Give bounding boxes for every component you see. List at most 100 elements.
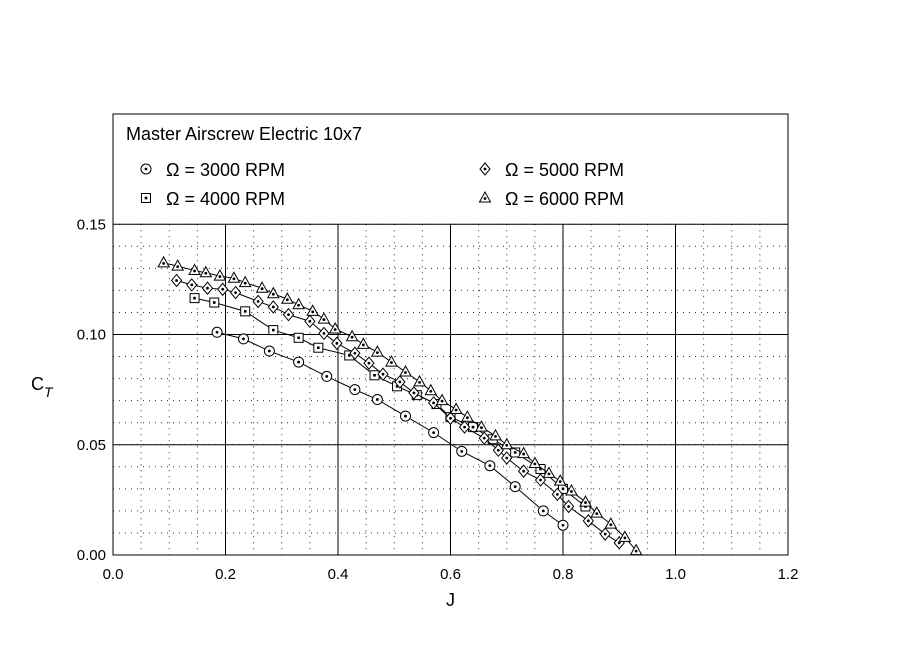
marker-dot	[595, 512, 599, 516]
y-tick-label: 0.00	[77, 547, 106, 564]
data-point	[229, 285, 242, 300]
series-layer	[157, 255, 643, 556]
y-tick-label: 0.15	[77, 216, 106, 233]
data-point	[188, 263, 201, 276]
data-point	[171, 259, 185, 271]
data-point	[267, 300, 279, 314]
data-point	[435, 393, 449, 406]
triangle-marker	[292, 297, 305, 310]
data-point	[328, 321, 342, 334]
x-tick-label: 0.8	[553, 566, 574, 583]
marker-dot	[243, 281, 247, 285]
marker-dot	[398, 380, 402, 384]
marker-dot	[325, 374, 329, 378]
data-point	[394, 375, 406, 389]
triangle-marker	[528, 456, 542, 468]
data-point	[489, 428, 502, 441]
marker-dot	[193, 269, 196, 273]
marker-dot	[375, 398, 379, 401]
data-point	[268, 325, 279, 336]
data-point	[484, 460, 496, 472]
marker-dot	[463, 425, 466, 429]
marker-dot	[395, 385, 399, 388]
marker-dot	[144, 167, 148, 171]
marker-dot	[496, 448, 500, 452]
x-axis-label: J	[446, 590, 455, 610]
marker-dot	[412, 391, 416, 395]
x-tick-label: 0.2	[215, 566, 236, 583]
marker-dot	[256, 300, 260, 303]
data-point	[349, 346, 361, 361]
data-point	[599, 527, 611, 541]
data-point	[478, 431, 490, 445]
marker-dot	[432, 431, 436, 435]
marker-dot	[353, 351, 357, 355]
data-point	[551, 487, 564, 502]
data-point	[140, 163, 152, 175]
marker-dot	[271, 292, 275, 296]
marker-dot	[482, 436, 486, 440]
data-point	[217, 282, 229, 297]
marker-dot	[505, 456, 509, 460]
marker-dot	[390, 361, 393, 364]
marker-dot	[533, 462, 537, 466]
triangle-marker	[399, 364, 412, 377]
data-point	[313, 342, 324, 353]
triangle-marker	[345, 329, 359, 342]
marker-dot	[634, 549, 638, 553]
marker-dot	[193, 296, 196, 300]
legend-item: Ω = 3000 RPM	[140, 160, 285, 180]
data-point	[331, 336, 343, 351]
data-point	[458, 420, 471, 434]
data-point	[186, 278, 198, 292]
x-tick-label: 0.6	[440, 566, 461, 583]
marker-dot	[260, 287, 264, 291]
data-point	[408, 386, 420, 400]
y-axis-label-main: C	[31, 374, 44, 394]
data-point	[377, 367, 389, 381]
data-point	[282, 307, 295, 322]
marker-dot	[567, 505, 571, 508]
marker-dot	[609, 523, 613, 527]
marker-dot	[190, 283, 194, 287]
triangle-marker	[517, 446, 530, 459]
data-point	[189, 293, 200, 304]
series-group	[170, 273, 625, 550]
data-point	[371, 345, 384, 357]
data-point	[356, 337, 370, 349]
data-point	[537, 505, 549, 517]
marker-dot	[204, 271, 208, 275]
data-point	[141, 193, 151, 203]
data-point	[510, 447, 521, 458]
data-point	[475, 420, 488, 432]
marker-dot	[522, 452, 526, 456]
triangle-marker	[500, 437, 514, 450]
triangle-marker	[435, 393, 449, 406]
marker-dot	[480, 426, 483, 430]
x-tick-label: 1.2	[778, 566, 799, 583]
marker-dot	[176, 265, 180, 269]
data-point	[209, 297, 220, 308]
data-point	[170, 273, 183, 288]
series-group	[189, 293, 591, 512]
triangle-marker	[385, 355, 398, 367]
y-tick-label: 0.10	[77, 327, 106, 344]
data-point	[582, 514, 594, 528]
x-tick-labels: 0.0 0.2 0.4 0.6 0.8 1.0 1.2	[103, 566, 799, 583]
triangle-marker	[227, 271, 241, 283]
data-point	[534, 473, 547, 487]
data-point	[281, 292, 294, 304]
data-point	[306, 304, 320, 316]
data-point	[213, 269, 227, 281]
marker-dot	[558, 480, 562, 484]
data-point	[369, 370, 380, 381]
marker-dot	[603, 532, 607, 536]
triangle-marker	[371, 345, 384, 357]
x-tick-label: 0.0	[103, 566, 124, 583]
marker-dot	[353, 388, 357, 392]
marker-dot	[454, 408, 458, 412]
triangle-marker	[188, 263, 201, 276]
data-point	[238, 333, 249, 345]
marker-dot	[483, 197, 487, 200]
